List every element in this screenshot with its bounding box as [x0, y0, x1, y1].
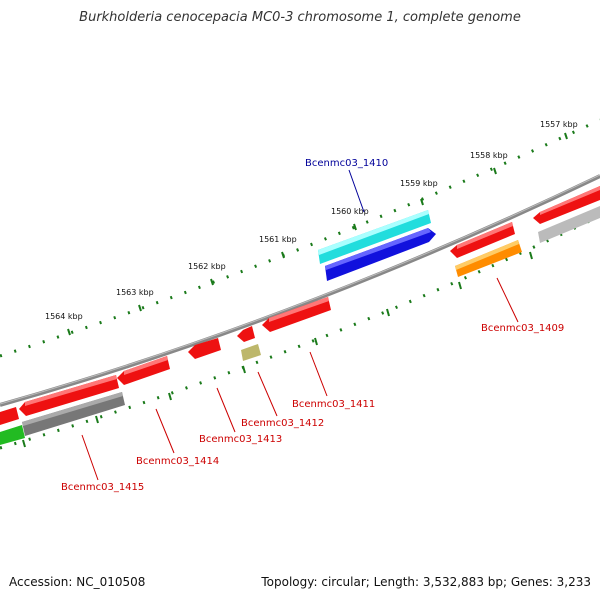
inner-strand-genes: [0, 206, 600, 445]
leader-1411: [309, 351, 328, 397]
outer-major-ticks: [67, 132, 568, 336]
scale-label-1559: 1559 kbp: [400, 179, 438, 188]
scale-label-1560: 1560 kbp: [331, 207, 369, 216]
gene-arrow-shine: [25, 375, 117, 406]
leader-1412: [257, 371, 278, 417]
gene-label-1410[interactable]: Bcenmc03_1410: [305, 158, 388, 169]
scale-label-1557: 1557 kbp: [540, 120, 578, 129]
scale-label-1564: 1564 kbp: [45, 312, 83, 321]
leader-1414: [155, 408, 175, 454]
gene-label-1411[interactable]: Bcenmc03_1411: [292, 399, 375, 410]
leader-1409: [496, 277, 519, 323]
gene-arrow-blue[interactable]: [325, 228, 436, 281]
gene-arrow-red[interactable]: [188, 338, 221, 359]
gene-arrow-green[interactable]: [0, 425, 25, 445]
gene-arrow-shine: [124, 356, 168, 375]
scale-label-1563: 1563 kbp: [116, 288, 154, 297]
genome-backbone: [0, 174, 600, 407]
gene-arrow-shine: [22, 392, 123, 426]
genome-backbone-highlight: [0, 174, 600, 405]
gene-arrow-lightgray[interactable]: [538, 206, 600, 243]
gene-arrow-shine: [455, 240, 519, 270]
gene-arrow-red[interactable]: [237, 326, 255, 342]
gene-arrow-shine: [457, 222, 513, 249]
gene-arrow-shine: [269, 297, 329, 322]
gene-label-1412[interactable]: Bcenmc03_1412: [241, 418, 324, 429]
gene-arrow-shine: [325, 228, 431, 270]
gene-label-1413[interactable]: Bcenmc03_1413: [199, 434, 282, 445]
scale-label-1558: 1558 kbp: [470, 151, 508, 160]
accession-text: Accession: NC_010508: [9, 575, 146, 589]
inner-major-ticks: [22, 251, 533, 448]
map-title: Burkholderia cenocepacia MC0-3 chromosom…: [79, 10, 521, 25]
scale-label-1562: 1562 kbp: [188, 262, 226, 271]
outer-strand-genes: [0, 186, 600, 425]
gene-arrow-olive[interactable]: [241, 344, 261, 361]
gene-arrow-shine: [540, 186, 600, 215]
leader-1410: [348, 169, 365, 213]
gene-label-1415[interactable]: Bcenmc03_1415: [61, 482, 144, 493]
gene-arrow-shine: [318, 210, 429, 255]
leader-1413: [216, 387, 236, 433]
leader-1415: [81, 434, 99, 481]
scale-label-1561: 1561 kbp: [259, 235, 297, 244]
genome-summary-text: Topology: circular; Length: 3,532,883 bp…: [261, 575, 591, 589]
gene-arrow-red[interactable]: [0, 407, 19, 425]
gene-label-1409[interactable]: Bcenmc03_1409: [481, 323, 564, 334]
gene-label-1414[interactable]: Bcenmc03_1414: [136, 456, 219, 467]
inner-ruler-track: [0, 214, 600, 450]
